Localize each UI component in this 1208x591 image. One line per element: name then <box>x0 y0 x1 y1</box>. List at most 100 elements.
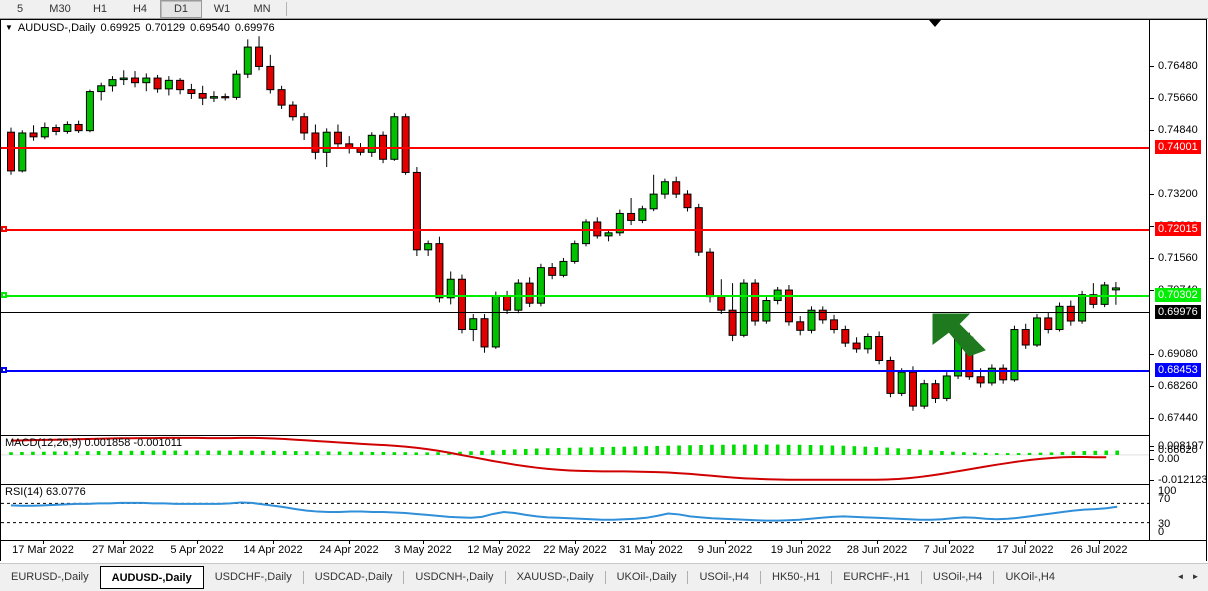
price-axis-label: 0.74840 <box>1158 124 1198 136</box>
candlestick-series <box>7 36 1120 411</box>
symbol-tab-active[interactable]: AUDUSD-,Daily <box>99 566 204 589</box>
ohlc-close: 0.69976 <box>234 22 275 34</box>
date-axis-tick <box>197 541 198 544</box>
date-axis-tick <box>349 541 350 544</box>
level-line <box>1 147 1149 149</box>
page-title: AUDUSD-,Daily <box>17 22 96 34</box>
symbol-tab[interactable]: UKOil-,H4 <box>1005 571 1055 583</box>
date-axis-label: 5 Apr 2022 <box>170 544 224 556</box>
price-axis-tick <box>1150 354 1154 355</box>
timeframe-button-mn[interactable]: MN <box>253 3 271 15</box>
date-axis-label: 14 Apr 2022 <box>243 544 303 556</box>
chart-frame[interactable]: ▼ AUDUSD-,Daily 0.69925 0.70129 0.69540 … <box>0 19 1208 542</box>
level-line <box>1 229 1149 231</box>
price-axis[interactable]: 0.764800.756600.748400.732000.723800.715… <box>1149 20 1208 540</box>
price-level-badge[interactable]: 0.68453 <box>1155 363 1201 377</box>
price-level-badge[interactable]: 0.74001 <box>1155 140 1201 154</box>
timeframe-button-m30[interactable]: M30 <box>49 3 71 15</box>
macd-series <box>1 436 1149 481</box>
date-axis-tick <box>273 541 274 544</box>
date-axis-tick <box>801 541 802 544</box>
symbol-tab[interactable]: USDCHF-,Daily <box>214 571 292 583</box>
date-axis-label: 27 Mar 2022 <box>92 544 154 556</box>
date-axis-label: 17 Mar 2022 <box>12 544 74 556</box>
date-axis-label: 9 Jun 2022 <box>697 544 753 556</box>
date-axis-label: 19 Jun 2022 <box>770 544 832 556</box>
price-pane[interactable] <box>1 20 1149 434</box>
rsi-series <box>1 501 1149 524</box>
macd-axis-label: 0.00 <box>1158 453 1180 465</box>
tab-divider <box>760 571 761 584</box>
down-arrow-annotation-icon[interactable] <box>929 310 999 360</box>
symbol-tab-bar: EURUSD-,Daily AUDUSD-,Daily USDCHF-,Daily U… <box>0 563 1208 591</box>
date-axis-label: 3 May 2022 <box>394 544 452 556</box>
tab-scroll-left-icon[interactable]: ◄ <box>1176 572 1185 581</box>
ohlc-low: 0.69540 <box>190 22 230 34</box>
macd-label: MACD(12,26,9) 0.001858 -0.001011 <box>5 437 183 449</box>
price-axis-tick <box>1150 66 1154 67</box>
date-axis-tick <box>43 541 44 544</box>
date-axis-tick <box>949 541 950 544</box>
rsi-axis-label: 100 <box>1158 485 1177 497</box>
date-axis-tick <box>123 541 124 544</box>
level-line-handle[interactable] <box>1 226 7 232</box>
symbol-tab[interactable]: USDCAD-,Daily <box>314 571 393 583</box>
rsi-label: RSI(14) 63.0776 <box>5 486 86 498</box>
timeframe-button-h1[interactable]: H1 <box>92 3 108 15</box>
tab-nav-buttons: ◄ ► <box>1168 564 1208 584</box>
level-line-handle[interactable] <box>1 292 7 298</box>
chart-title-row: ▼ AUDUSD-,Daily 0.69925 0.70129 0.69540 … <box>5 22 275 34</box>
price-axis-tick <box>1150 418 1154 419</box>
date-axis-label: 26 Jul 2022 <box>1070 544 1128 556</box>
symbol-tab[interactable]: HK50-,H1 <box>772 571 821 583</box>
date-axis[interactable]: 17 Mar 2022 27 Mar 2022 5 Apr 2022 14 Apr 2… <box>0 541 1207 561</box>
tab-divider <box>831 571 833 584</box>
date-axis-tick <box>877 541 878 544</box>
timeframe-button-w1[interactable]: W1 <box>213 3 231 15</box>
rsi-axis-label: 30 <box>1158 518 1171 530</box>
price-axis-tick <box>1150 194 1154 195</box>
symbol-tab[interactable]: USOil-,H4 <box>699 571 749 583</box>
timeframe-button-d1[interactable]: D1 <box>160 0 202 18</box>
date-axis-tick <box>1099 541 1100 544</box>
symbol-tab[interactable]: USDCNH-,Daily <box>415 571 494 583</box>
date-axis-label: 17 Jul 2022 <box>996 544 1054 556</box>
price-axis-label: 0.66620 <box>1158 444 1198 456</box>
symbol-tab[interactable]: USOil-,H4 <box>932 571 983 583</box>
tab-divider <box>920 571 922 584</box>
symbol-tab[interactable]: XAUUSD-,Daily <box>516 571 594 583</box>
tab-divider <box>504 571 506 584</box>
price-axis-tick <box>1150 226 1154 227</box>
date-axis-label: 22 May 2022 <box>543 544 607 556</box>
chevron-down-icon[interactable]: ▼ <box>5 23 13 32</box>
tab-scroll-right-icon[interactable]: ► <box>1191 572 1200 581</box>
rsi-pane[interactable]: RSI(14) 63.0776 <box>1 484 1149 542</box>
level-line <box>1 312 1149 313</box>
price-level-badge[interactable]: 0.72015 <box>1155 222 1201 236</box>
date-axis-label: 7 Jul 2022 <box>923 544 975 556</box>
level-line <box>1 370 1149 372</box>
symbol-tab[interactable]: UKOil-,Daily <box>616 571 677 583</box>
price-axis-label: 0.73200 <box>1158 188 1198 200</box>
date-axis-tick <box>1025 541 1026 544</box>
macd-pane[interactable]: MACD(12,26,9) 0.001858 -0.001011 <box>1 435 1149 484</box>
price-level-badge[interactable]: 0.70302 <box>1155 288 1201 302</box>
macd-axis-tick <box>1150 446 1154 447</box>
date-axis-tick <box>651 541 652 544</box>
macd-axis-tick <box>1150 480 1154 481</box>
ohlc-high: 0.70129 <box>145 22 186 34</box>
rsi-axis-label: 70 <box>1158 493 1171 505</box>
price-level-badge[interactable]: 0.69976 <box>1155 305 1201 319</box>
macd-axis-label: 0.008197 <box>1158 440 1204 452</box>
price-axis-label: 0.75660 <box>1158 92 1198 104</box>
timeframe-button-5[interactable]: 5 <box>16 3 24 15</box>
symbol-tab[interactable]: EURUSD-,Daily <box>11 571 89 583</box>
symbol-tab[interactable]: EURCHF-,H1 <box>843 571 910 583</box>
level-line-handle[interactable] <box>1 367 7 373</box>
date-axis-label: 31 May 2022 <box>619 544 683 556</box>
chart-period-marker-icon <box>929 20 941 27</box>
tab-divider <box>302 571 304 584</box>
timeframe-button-h4[interactable]: H4 <box>132 3 148 15</box>
macd-axis-tick <box>1150 459 1154 460</box>
